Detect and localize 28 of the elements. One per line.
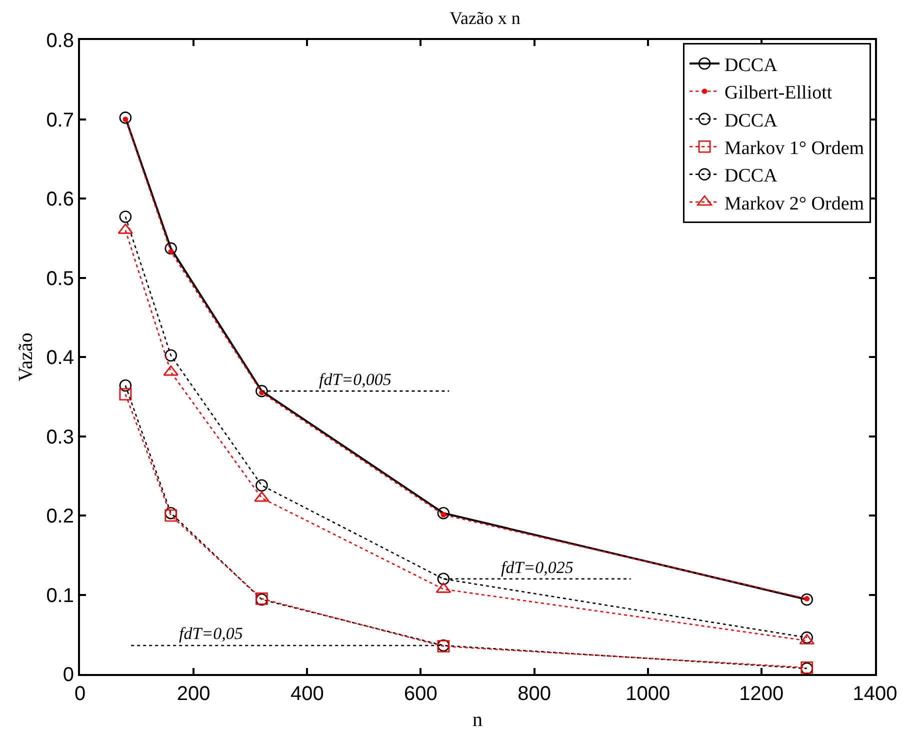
x-tick-label: 1000 [626,683,670,705]
x-tick-label: 1400 [852,683,898,705]
legend-label: Markov 1° Ordem [724,138,864,160]
x-tick-label: 800 [518,683,551,705]
legend-label: DCCA [724,110,778,132]
legend-label: DCCA [724,54,778,76]
legend-label: Markov 2° Ordem [724,193,864,214]
y-tick-label: 0.3 [46,426,74,448]
y-tick-label: 0.7 [46,109,74,132]
y-tick-label: 0 [62,664,74,686]
legend-label: DCCA [724,166,778,187]
x-tick-label: 400 [290,683,324,705]
annotation: fdT=0,025 [501,558,574,577]
x-tick-label: 600 [404,683,438,705]
chart-title: Vazão x n [449,8,520,28]
annotation: fdT=0,005 [319,370,392,389]
y-tick-label: 0.1 [46,584,74,607]
y-axis-title: Vazão [15,332,38,382]
y-tick-label: 0.4 [46,347,74,369]
annotation: fdT=0,05 [179,624,243,643]
y-tick-label: 0.8 [46,30,74,52]
legend-label: Gilbert-Elliott [724,82,833,104]
y-tick-label: 0.2 [46,506,74,528]
x-tick-label: 1200 [739,683,784,705]
x-tick-label: 200 [176,683,210,705]
x-axis-title: n [472,709,482,731]
y-tick-label: 0.6 [46,188,74,210]
y-tick-label: 0.5 [46,268,74,290]
